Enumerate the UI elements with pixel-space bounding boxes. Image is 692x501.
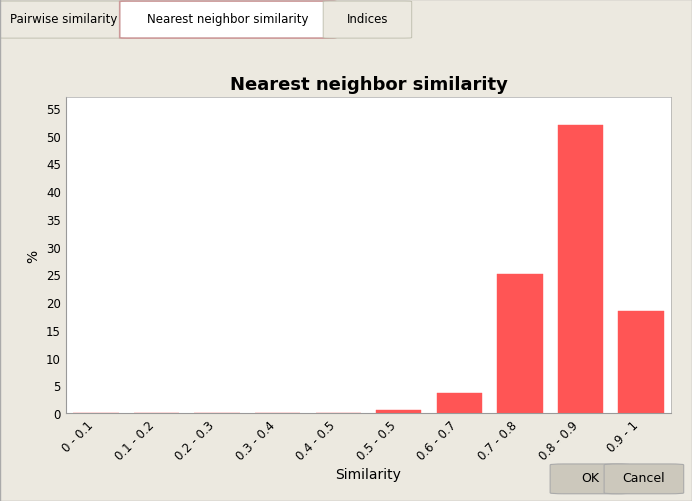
- FancyBboxPatch shape: [550, 464, 630, 494]
- Bar: [437, 393, 482, 413]
- Text: Nearest neighbor similarity: Nearest neighbor similarity: [147, 13, 309, 26]
- Y-axis label: %: %: [26, 249, 40, 262]
- Text: Cancel: Cancel: [623, 471, 665, 484]
- Bar: [558, 125, 603, 413]
- Title: Nearest neighbor similarity: Nearest neighbor similarity: [230, 76, 507, 93]
- X-axis label: Similarity: Similarity: [336, 467, 401, 481]
- Bar: [497, 275, 543, 413]
- FancyBboxPatch shape: [323, 2, 412, 39]
- Text: Pairwise similarity: Pairwise similarity: [10, 13, 118, 26]
- Text: OK: OK: [581, 471, 599, 484]
- FancyBboxPatch shape: [0, 2, 131, 39]
- FancyBboxPatch shape: [604, 464, 684, 494]
- Bar: [376, 410, 421, 413]
- FancyBboxPatch shape: [120, 2, 336, 39]
- Text: Indices: Indices: [347, 13, 388, 26]
- Bar: [618, 311, 664, 413]
